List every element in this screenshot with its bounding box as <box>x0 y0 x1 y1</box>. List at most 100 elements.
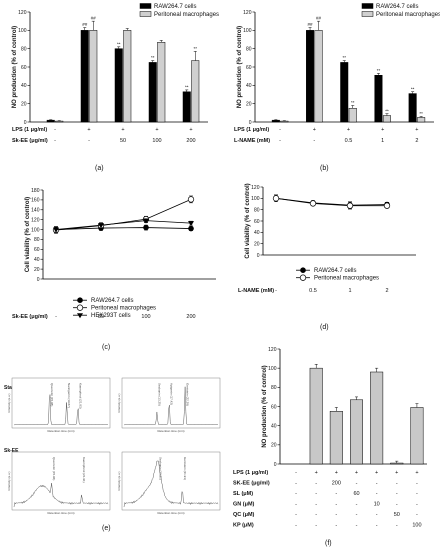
y-tick-label: 120 <box>243 10 252 16</box>
chromatogram-y-caption: Intensity (a.u.) <box>117 471 121 490</box>
marker-open-circle <box>383 202 391 209</box>
y-tick-label: 120 <box>31 217 40 223</box>
legend-label: Peritoneal macrophages <box>91 306 156 312</box>
panel-b: (b) <box>320 165 329 172</box>
condition-value: - <box>315 481 317 487</box>
peak-label: Genistein (21.91) <box>183 457 187 480</box>
panel-a-label: (a) <box>95 165 104 172</box>
significance-mark: ** <box>185 84 189 89</box>
series-line <box>55 227 192 230</box>
condition-value: - <box>335 512 337 518</box>
y-tick-label: 80 <box>21 46 27 52</box>
y-tick-label: 0 <box>37 277 40 283</box>
chromatogram-x-caption: Retention time (min) <box>47 511 74 515</box>
condition-value: - <box>396 523 398 529</box>
bar <box>157 42 166 123</box>
legend-swatch <box>361 11 374 17</box>
legend-label: Peritoneal macrophages <box>314 276 379 282</box>
bar <box>114 48 123 123</box>
condition-label: SK-EE (μg/ml) <box>233 481 270 487</box>
panel-f: (f) <box>325 540 332 547</box>
condition-value: 10 <box>374 502 380 508</box>
y-tick-label: 160 <box>31 198 40 204</box>
significance-mark: ** <box>419 111 423 116</box>
y-tick-label: 80 <box>34 237 40 243</box>
bar <box>410 407 424 465</box>
legend-swatch <box>139 3 152 9</box>
y-tick-label: 40 <box>246 83 252 89</box>
peak-label: Kaempferol (21.91) <box>82 457 86 483</box>
y-tick-label: 80 <box>271 385 277 391</box>
y-tick-label: 40 <box>254 230 260 236</box>
x-axis-label: Sk-EE (μg/ml) <box>12 314 48 320</box>
marker-open-circle <box>187 196 195 203</box>
y-axis-label: NO production (% of control) <box>262 365 268 447</box>
condition-value: + <box>189 127 192 133</box>
bar <box>348 108 357 123</box>
chromatogram-frame <box>11 377 111 429</box>
condition-value: + <box>87 127 90 133</box>
condition-value: - <box>376 523 378 529</box>
condition-value: + <box>355 470 358 476</box>
bar <box>148 62 157 123</box>
condition-value: - <box>315 512 317 518</box>
y-tick-label: 180 <box>31 188 40 194</box>
significance-mark: ** <box>385 108 389 113</box>
x-tick-label: - <box>275 288 277 294</box>
condition-value: - <box>356 481 358 487</box>
condition-label: L-NAME (mM) <box>234 138 270 144</box>
y-tick-label: 20 <box>21 101 27 107</box>
marker-filled-triangle <box>98 223 104 229</box>
bar <box>390 462 404 465</box>
peak-label: Kaempferol (21.83) <box>78 383 82 409</box>
condition-value: - <box>313 138 315 144</box>
condition-value: + <box>381 127 384 133</box>
condition-label: QC (μM) <box>233 512 255 518</box>
y-tick-label: 0 <box>257 253 260 259</box>
panel-f-label: (f) <box>325 540 332 547</box>
panel-b-label: (b) <box>320 165 329 172</box>
y-tick-label: 40 <box>271 423 277 429</box>
legend-swatch <box>139 11 152 17</box>
condition-value: 200 <box>332 481 341 487</box>
x-tick-label: - <box>55 314 57 320</box>
y-tick-label: 100 <box>18 28 27 34</box>
condition-value: - <box>356 502 358 508</box>
chromatogram-trace <box>13 483 109 508</box>
panel-a: (a) <box>95 165 104 172</box>
peak-label: Sesbanin (13.25) <box>157 383 161 406</box>
chromatogram-frame <box>11 451 111 511</box>
condition-value: + <box>315 470 318 476</box>
chromatogram-frame <box>121 377 221 429</box>
condition-value: 1 <box>381 138 384 144</box>
chromatogram-frame <box>121 451 221 511</box>
marker-filled-triangle <box>188 221 194 227</box>
marker-filled-circle <box>300 267 306 274</box>
significance-mark: ** <box>193 46 197 51</box>
condition-value: - <box>416 491 418 497</box>
y-tick-label: 20 <box>254 241 260 247</box>
condition-value: + <box>313 127 316 133</box>
bar <box>191 60 200 123</box>
significance-mark: ## <box>91 16 97 21</box>
y-tick-label: 60 <box>271 404 277 410</box>
condition-value: - <box>376 512 378 518</box>
y-tick-label: 0 <box>249 120 252 126</box>
panel-c-label: (c) <box>102 344 110 351</box>
y-tick-label: 20 <box>34 267 40 273</box>
condition-value: + <box>375 470 378 476</box>
bar <box>329 411 343 465</box>
y-tick-label: 100 <box>243 28 252 34</box>
y-tick-label: 60 <box>246 65 252 71</box>
condition-value: 200 <box>186 138 195 144</box>
chromatogram-trace <box>13 394 108 426</box>
marker-open-circle <box>309 200 317 207</box>
condition-value: - <box>376 481 378 487</box>
chromatogram-trace <box>123 386 218 426</box>
condition-value: - <box>279 127 281 133</box>
condition-value: - <box>295 502 297 508</box>
y-tick-label: 60 <box>34 247 40 253</box>
marker-filled-circle <box>143 224 149 231</box>
condition-label: GN (μM) <box>233 502 255 508</box>
condition-label: KP (μM) <box>233 523 254 529</box>
